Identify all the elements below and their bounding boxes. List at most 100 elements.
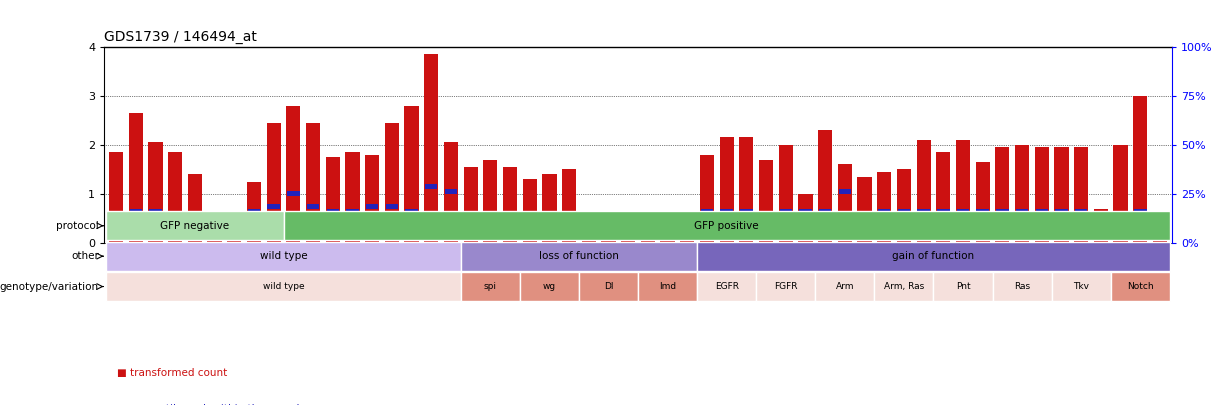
Bar [582,213,596,243]
Text: EGFR: EGFR [714,282,739,291]
Bar [996,209,1009,213]
Bar [917,140,931,243]
FancyBboxPatch shape [579,272,638,301]
Bar [1054,147,1069,243]
Bar [1015,145,1029,243]
Bar [1113,145,1128,243]
Bar [799,209,812,213]
Bar [464,167,477,243]
Text: gain of function: gain of function [892,251,974,261]
Bar [485,213,497,218]
Bar [345,152,360,243]
Bar [818,209,832,213]
Bar [681,226,693,231]
Text: Notch: Notch [1126,282,1153,291]
Text: FGFR: FGFR [774,282,798,291]
Bar [621,228,636,243]
Bar [523,179,536,243]
Bar [760,160,773,243]
Bar [640,228,655,243]
Bar [740,137,753,243]
Bar [169,213,182,218]
Bar [661,226,674,231]
Bar [937,209,950,213]
Bar [109,152,123,243]
Bar [544,213,556,218]
Bar [818,130,832,243]
Text: ■ percentile rank within the sample: ■ percentile rank within the sample [117,404,306,405]
Bar [719,137,734,243]
Bar [583,226,595,231]
Text: GDS1739 / 146494_at: GDS1739 / 146494_at [104,30,258,44]
Text: other: other [71,251,99,261]
Bar [1016,209,1028,213]
Bar [129,113,142,243]
Bar [425,54,438,243]
Bar [779,209,791,213]
Bar [956,140,971,243]
Bar [168,152,183,243]
Bar [1153,224,1167,243]
Bar [838,164,852,243]
Bar [858,177,871,243]
Text: protocol: protocol [56,221,99,231]
FancyBboxPatch shape [461,241,697,271]
Bar [879,209,891,213]
Bar [1055,209,1067,213]
Bar [897,169,910,243]
Bar [977,209,989,213]
Text: GFP positive: GFP positive [694,221,760,231]
Bar [1134,96,1147,243]
FancyBboxPatch shape [638,272,697,301]
Bar [266,123,281,243]
Bar [779,145,793,243]
Bar [228,226,240,231]
Bar [1034,147,1049,243]
Bar [957,209,969,213]
Bar [366,204,378,209]
Bar [1093,209,1108,243]
Text: genotype/variation: genotype/variation [0,281,99,292]
FancyBboxPatch shape [993,272,1052,301]
Bar [859,213,871,218]
Bar [1134,209,1146,213]
FancyBboxPatch shape [461,272,520,301]
Text: loss of function: loss of function [539,251,618,261]
Text: Dl: Dl [604,282,614,291]
Bar [207,228,222,243]
Bar [325,157,340,243]
FancyBboxPatch shape [697,241,1169,271]
Bar [306,123,320,243]
Bar [1036,209,1048,213]
Bar [464,213,477,218]
Bar [287,192,299,196]
Bar [740,209,752,213]
Bar [563,213,575,218]
Bar [483,160,497,243]
Bar [444,189,458,194]
Bar [642,226,654,231]
Text: Arm: Arm [836,282,854,291]
Bar [877,172,891,243]
Bar [1094,226,1107,231]
Bar [622,226,634,231]
Bar [247,181,261,243]
Bar [838,189,852,194]
Text: wg: wg [542,282,556,291]
Bar [936,152,951,243]
FancyBboxPatch shape [107,272,461,301]
Bar [918,209,930,213]
Bar [660,218,675,243]
Bar [995,147,1010,243]
Text: GFP negative: GFP negative [161,221,229,231]
Bar [425,184,438,189]
Bar [799,194,812,243]
Text: Arm, Ras: Arm, Ras [883,282,924,291]
Bar [699,155,714,243]
Text: Ras: Ras [1014,282,1031,291]
Bar [188,174,202,243]
Text: ■ transformed count: ■ transformed count [117,368,227,377]
Text: Tkv: Tkv [1074,282,1090,291]
Bar [267,204,280,209]
Bar [405,106,418,243]
